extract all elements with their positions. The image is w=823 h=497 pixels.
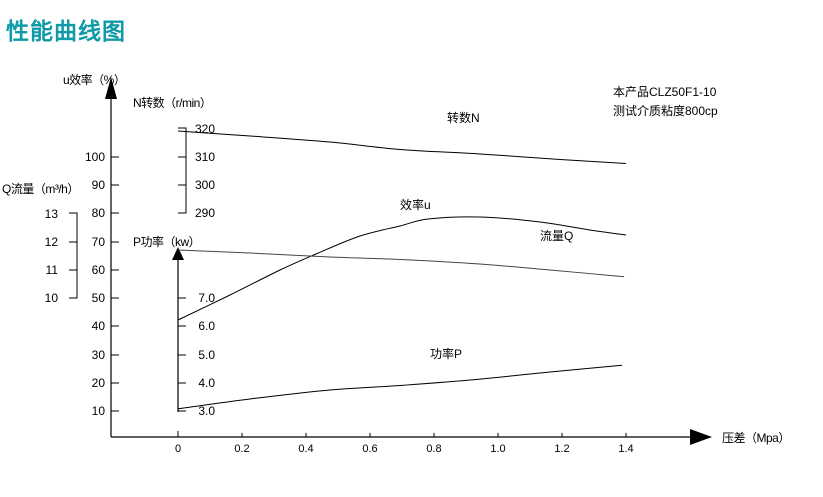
svg-text:5.0: 5.0 (198, 348, 215, 362)
svg-text:40: 40 (92, 319, 106, 333)
svg-text:0: 0 (175, 443, 181, 455)
svg-text:20: 20 (92, 376, 106, 390)
svg-text:4.0: 4.0 (198, 376, 215, 390)
svg-text:Q流量（m³/h）: Q流量（m³/h） (2, 182, 79, 196)
svg-text:0.8: 0.8 (426, 443, 441, 455)
svg-text:90: 90 (92, 178, 106, 192)
svg-text:压差（Mpa）: 压差（Mpa） (722, 431, 790, 445)
svg-text:60: 60 (92, 263, 106, 277)
svg-text:320: 320 (195, 122, 215, 136)
svg-text:310: 310 (195, 150, 215, 164)
svg-text:300: 300 (195, 178, 215, 192)
svg-text:10: 10 (45, 291, 59, 305)
svg-text:30: 30 (92, 348, 106, 362)
svg-text:测试介质粘度800cp: 测试介质粘度800cp (613, 103, 718, 118)
svg-text:6.0: 6.0 (198, 319, 215, 333)
svg-text:N转数（r/min）: N转数（r/min） (133, 95, 211, 110)
svg-text:1.2: 1.2 (554, 443, 569, 455)
svg-text:功率P: 功率P (430, 346, 462, 361)
svg-text:P功率（kw）: P功率（kw） (133, 234, 200, 249)
svg-text:80: 80 (92, 206, 106, 220)
svg-text:1.0: 1.0 (490, 443, 505, 455)
svg-text:u效率（%）: u效率（%） (63, 72, 125, 87)
svg-text:本产品CLZ50F1-10: 本产品CLZ50F1-10 (613, 85, 717, 99)
svg-text:效率u: 效率u (400, 197, 431, 212)
svg-text:70: 70 (92, 235, 106, 249)
svg-text:100: 100 (85, 150, 105, 164)
svg-text:10: 10 (92, 404, 106, 418)
svg-text:0.4: 0.4 (298, 443, 313, 455)
svg-text:290: 290 (195, 206, 215, 220)
svg-text:流量Q: 流量Q (540, 229, 573, 243)
svg-text:0.2: 0.2 (234, 443, 249, 455)
svg-text:50: 50 (92, 291, 106, 305)
svg-text:13: 13 (45, 207, 59, 221)
svg-text:1.4: 1.4 (618, 443, 633, 455)
svg-text:转数N: 转数N (447, 110, 480, 125)
svg-text:0.6: 0.6 (362, 443, 377, 455)
svg-text:12: 12 (45, 235, 59, 249)
svg-text:11: 11 (46, 263, 59, 277)
